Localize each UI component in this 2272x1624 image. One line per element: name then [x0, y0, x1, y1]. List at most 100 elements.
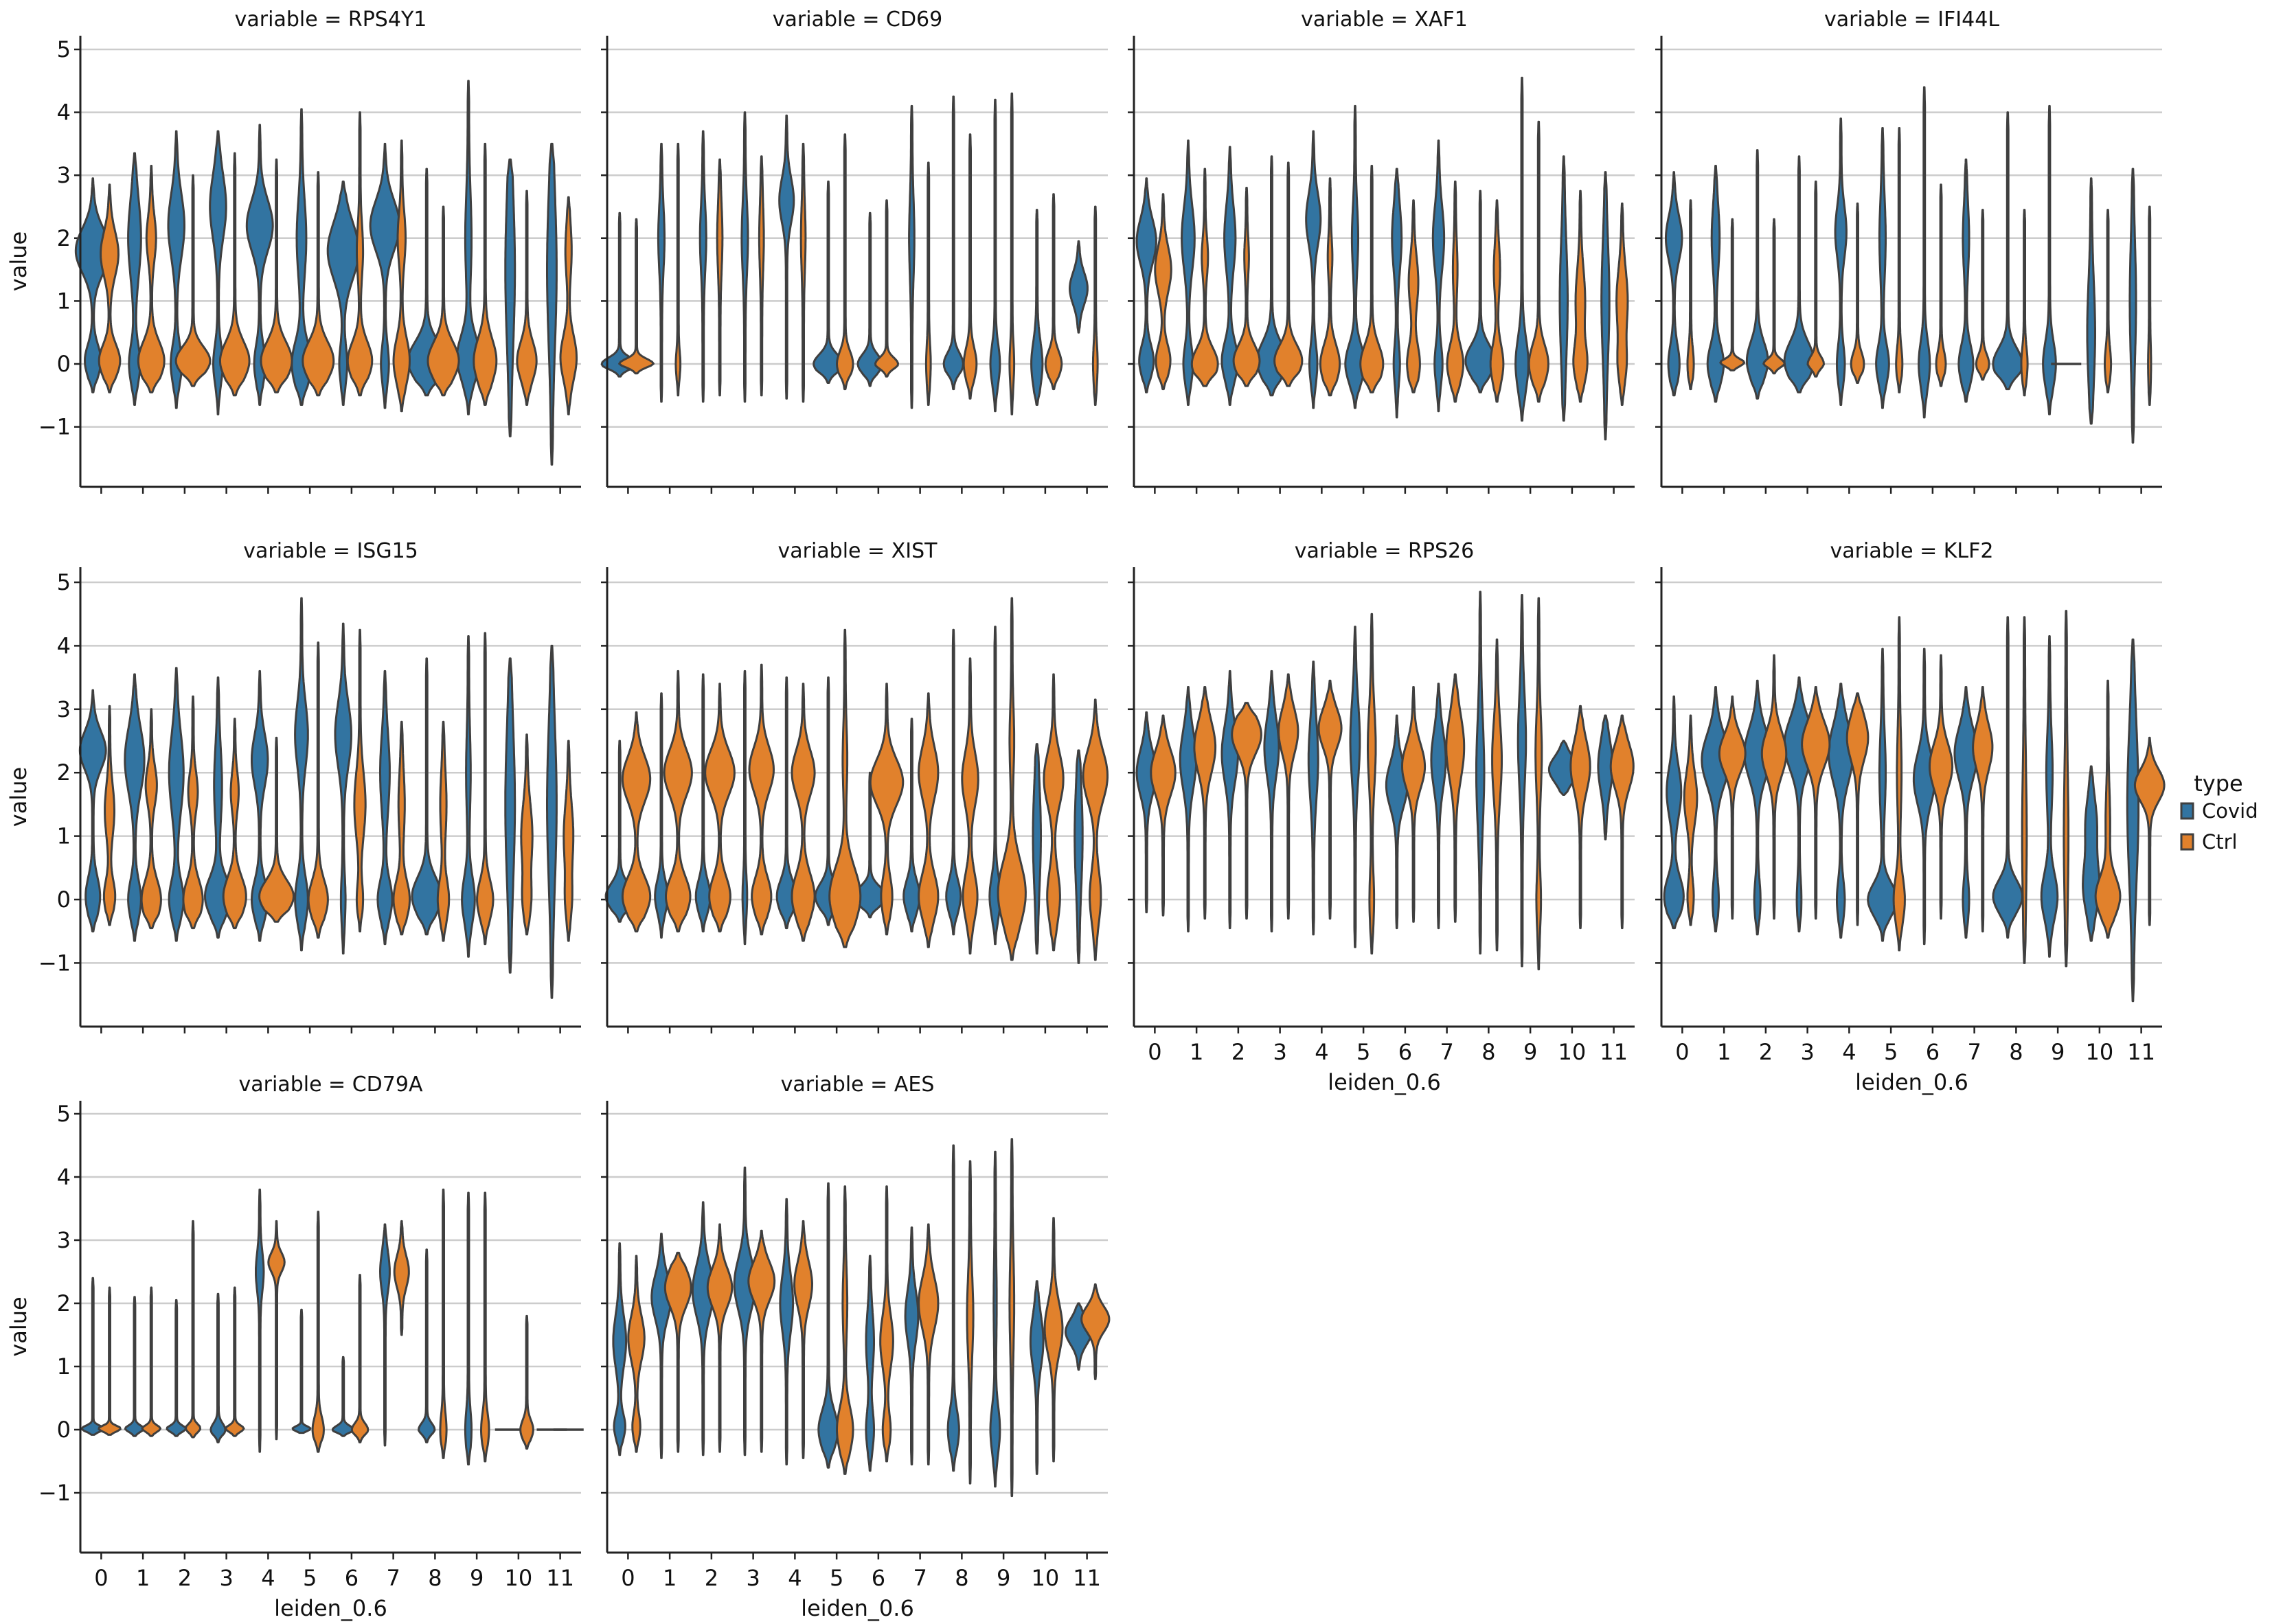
violin-covid-11 [1069, 240, 1089, 334]
panel-rps26: variable = RPS26 0 1 2 3 4 5 6 7 8 9 10 11 leiden_0.6 [1128, 539, 1635, 1095]
violin-ctrl-4 [260, 158, 293, 393]
violin-ctrl-5 [836, 1185, 854, 1475]
violin-ctrl-8 [962, 133, 978, 400]
violin-ctrl-6 [1935, 183, 1947, 387]
x-tick-label: 10 [1032, 1565, 1060, 1591]
violin-ctrl-11 [559, 196, 578, 415]
x-tick-label: 3 [746, 1565, 760, 1591]
violin-ctrl-5 [311, 1211, 325, 1453]
violin-ctrl-2 [1760, 654, 1788, 920]
violin-covid-0 [74, 177, 111, 393]
panel-title: variable = XIST [777, 539, 938, 563]
violin-ctrl-1 [674, 142, 682, 397]
legend-entry-covid: Covid [2180, 799, 2258, 823]
violin-ctrl-1 [140, 708, 162, 930]
violin-ctrl-6 [1401, 686, 1427, 923]
violin-covid-9 [989, 1150, 1001, 1488]
violin-ctrl-0 [102, 705, 117, 926]
y-tick-label: 1 [57, 823, 71, 849]
violin-covid-0 [80, 1277, 106, 1436]
legend-title: type [2194, 770, 2242, 797]
y-tick-label: 3 [57, 162, 71, 188]
legend-swatch-ctrl [2180, 833, 2194, 851]
panels: variable = RPS4Y1 −1 0 1 2 3 4 5 value variable =… [5, 8, 2166, 1621]
y-tick-label: 3 [57, 696, 71, 722]
violin-ctrl-5 [1895, 127, 1904, 393]
violin-ctrl-5 [1359, 165, 1385, 393]
violin-ctrl-2 [1231, 702, 1262, 920]
panel-cd69: variable = CD69 [600, 8, 1108, 494]
violin-ctrl-0 [1686, 199, 1695, 391]
violin-covid-5 [813, 180, 844, 384]
violin-covid-7 [1431, 139, 1446, 413]
violin-covid-10 [1030, 209, 1044, 406]
legend-label-ctrl: Ctrl [2202, 830, 2238, 854]
violin-covid-9 [2042, 104, 2057, 415]
violin-covid-4 [1834, 117, 1848, 406]
violin-covid-2 [167, 130, 185, 409]
violin-covid-8 [1475, 591, 1486, 954]
violin-covid-7 [908, 104, 916, 409]
violin-covid-3 [209, 130, 227, 415]
violin-covid-10 [2082, 765, 2101, 942]
violin-covid-7 [379, 1223, 391, 1447]
y-tick-label: −1 [38, 414, 71, 440]
violin-covid-10 [1032, 743, 1042, 954]
violin-ctrl-10 [1043, 673, 1065, 952]
violin-ctrl-11 [2133, 736, 2166, 926]
violin-ctrl-2 [706, 1223, 734, 1453]
x-tick-label: 7 [1440, 1039, 1453, 1065]
panel-aes: variable = AES 0 1 2 3 4 5 6 7 8 9 10 11 leiden_0.6 [601, 1073, 1111, 1621]
x-tick-label: 0 [1148, 1039, 1161, 1065]
violin-ctrl-5 [828, 628, 862, 948]
panel-title: variable = CD79A [239, 1073, 423, 1097]
violin-ctrl-11 [1615, 202, 1629, 406]
violin-ctrl-10 [519, 1314, 534, 1450]
violin-ctrl-10 [2104, 209, 2113, 393]
x-tick-label: 4 [261, 1565, 275, 1591]
violin-covid-5 [294, 597, 309, 952]
y-axis-label: value [5, 231, 32, 291]
violin-covid-7 [1957, 158, 1975, 403]
violin-covid-7 [1953, 686, 1979, 939]
violin-ctrl-2 [182, 695, 204, 930]
violin-covid-9 [1516, 594, 1527, 968]
violin-ctrl-9 [1534, 597, 1543, 971]
violin-ctrl-1 [663, 670, 693, 933]
x-axis-label: leiden_0.6 [1328, 1069, 1441, 1095]
violin-ctrl-2 [185, 1220, 202, 1439]
x-tick-label: 5 [1356, 1039, 1370, 1065]
y-tick-label: −1 [38, 950, 71, 976]
violin-ctrl-3 [225, 1286, 245, 1437]
violin-covid-6 [852, 771, 887, 919]
x-tick-label: 1 [663, 1565, 677, 1591]
violin-covid-2 [1743, 679, 1772, 936]
panel-title: variable = RPS4Y1 [235, 8, 427, 32]
violin-ctrl-10 [1044, 193, 1063, 391]
violin-ctrl-8 [427, 205, 460, 397]
y-tick-label: 0 [57, 1417, 71, 1443]
violin-ctrl-1 [1718, 695, 1747, 920]
violin-ctrl-4 [1850, 202, 1865, 384]
violin-covid-3 [1783, 155, 1815, 393]
violin-ctrl-5 [307, 641, 329, 939]
violin-ctrl-8 [2021, 616, 2028, 964]
violin-covid-7 [1430, 683, 1447, 930]
violin-ctrl-8 [436, 720, 451, 942]
violin-ctrl-3 [222, 718, 247, 930]
violin-ctrl-9 [2063, 610, 2070, 968]
violin-covid-0 [600, 211, 639, 378]
violin-ctrl-2 [1232, 187, 1261, 387]
violin-ctrl-11 [1082, 698, 1109, 961]
legend-label-covid: Covid [2202, 799, 2258, 823]
violin-covid-1 [1701, 686, 1731, 933]
violin-ctrl-3 [1806, 180, 1825, 378]
violin-covid-8 [1464, 190, 1496, 393]
violin-covid-4 [775, 676, 797, 930]
x-tick-label: 7 [913, 1565, 927, 1591]
violin-ctrl-1 [137, 165, 166, 393]
y-tick-label: 1 [57, 288, 71, 314]
y-tick-label: 2 [57, 1290, 71, 1316]
panel-cd79a: variable = CD79A −1 0 1 2 3 4 5 0 1 2 3 4 5 6 7 8 9 10 11 le… [5, 1073, 584, 1621]
